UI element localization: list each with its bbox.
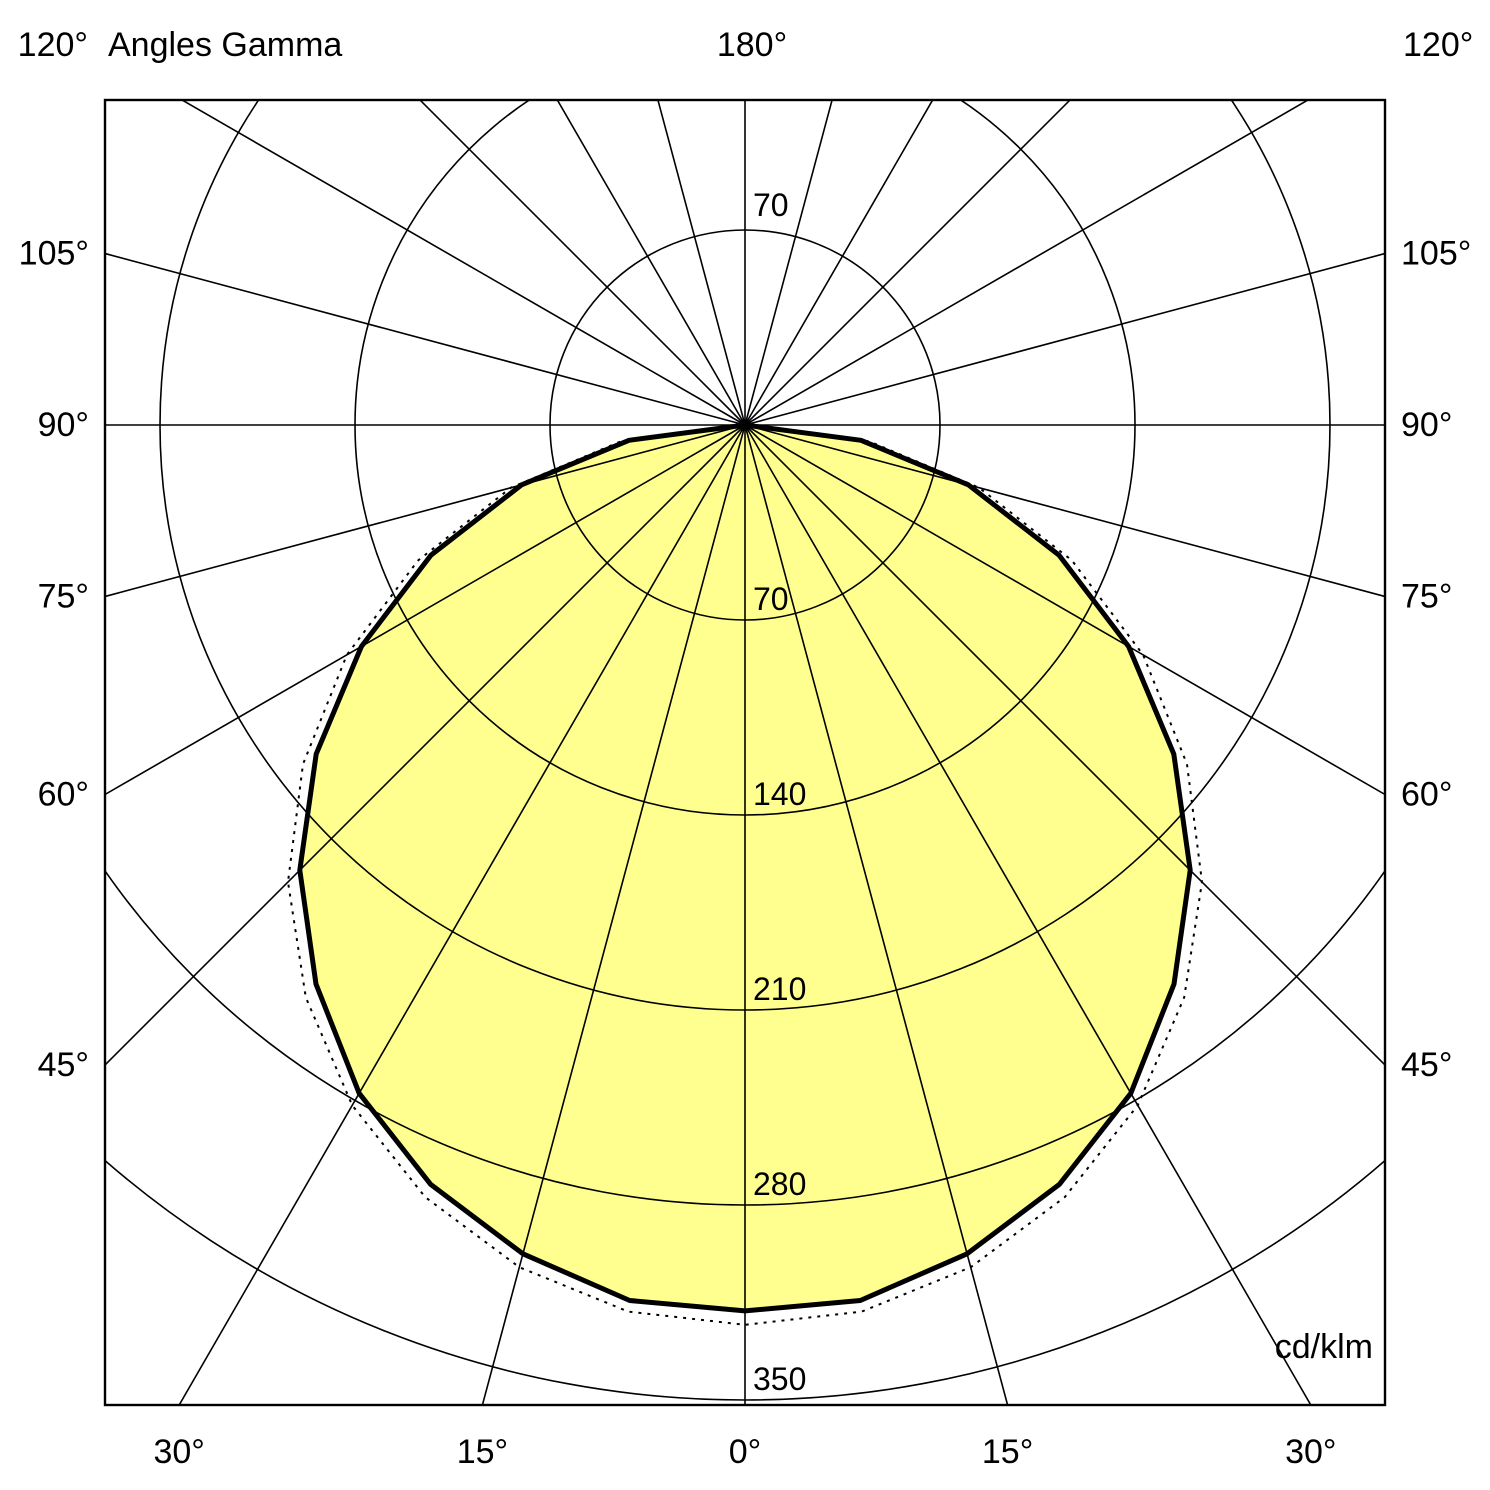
ring-value-label: 280	[753, 1166, 806, 1202]
radial-gridline	[105, 424, 746, 598]
radial-gridline	[178, 424, 746, 1405]
bottom-angle-label: 30°	[153, 1433, 204, 1471]
ring-value-label: 210	[753, 971, 806, 1007]
side-angle-label-left: 45°	[38, 1046, 89, 1084]
bottom-angle-label: 15°	[457, 1433, 508, 1471]
ring-circle	[105, 1159, 1385, 1401]
side-angle-label-left: 105°	[19, 235, 89, 273]
radial-gridline	[418, 100, 746, 426]
radial-gridline	[744, 100, 934, 426]
side-angle-label-right: 105°	[1401, 235, 1471, 273]
side-angle-label-right: 75°	[1401, 577, 1452, 615]
radial-gridline	[105, 252, 746, 426]
bottom-angle-label: 0°	[729, 1433, 762, 1471]
ring-circle	[159, 100, 1331, 1011]
radial-gridline	[744, 424, 1385, 1067]
ring-circle	[354, 100, 1136, 816]
unit-label: cd/klm	[1274, 1328, 1373, 1366]
radial-gridline	[744, 252, 1385, 426]
ring-value-label: 70	[753, 581, 789, 617]
side-angle-label-right: 90°	[1401, 406, 1452, 444]
top-axis-label: 180°	[716, 26, 788, 64]
radial-gridline	[744, 424, 1312, 1405]
radial-gridline	[657, 100, 746, 426]
side-angle-label-left: 90°	[38, 406, 89, 444]
ring-circle	[549, 229, 941, 621]
radial-gridline	[105, 424, 746, 1067]
radial-gridline	[105, 424, 746, 796]
radial-gridline	[481, 424, 746, 1405]
ring-value-label: 350	[753, 1361, 806, 1397]
bottom-angle-label: 30°	[1285, 1433, 1336, 1471]
chart-border	[103, 98, 1387, 1407]
radial-gridline	[744, 100, 1310, 426]
radial-gridline	[744, 424, 1385, 598]
radial-gridline	[180, 100, 746, 426]
bottom-angle-label: 15°	[982, 1433, 1033, 1471]
side-angle-label-right: 60°	[1401, 776, 1452, 814]
radial-gridline	[744, 424, 1385, 796]
radial-gridline	[744, 100, 833, 426]
chart-labels: 70 70 140 210 280 350 105° 105° 90° 90° 75° 75° 60° 6…	[19, 187, 1472, 1471]
radial-gridline	[556, 100, 746, 426]
chart-title: Angles Gamma	[108, 26, 343, 64]
corner-angle-label-left: 120°	[17, 26, 88, 64]
ring-value-label: 140	[753, 776, 806, 812]
corner-angle-label-right: 120°	[1403, 26, 1474, 64]
side-angle-label-left: 60°	[38, 776, 89, 814]
side-angle-label-right: 45°	[1401, 1046, 1452, 1084]
ring-circle	[105, 869, 1385, 1206]
ring-value-label: 70	[753, 187, 789, 223]
side-angle-label-left: 75°	[38, 577, 89, 615]
radial-gridline	[744, 100, 1072, 426]
intensity-curve-c0-solid	[297, 422, 1193, 1314]
radial-gridline	[744, 424, 1009, 1405]
